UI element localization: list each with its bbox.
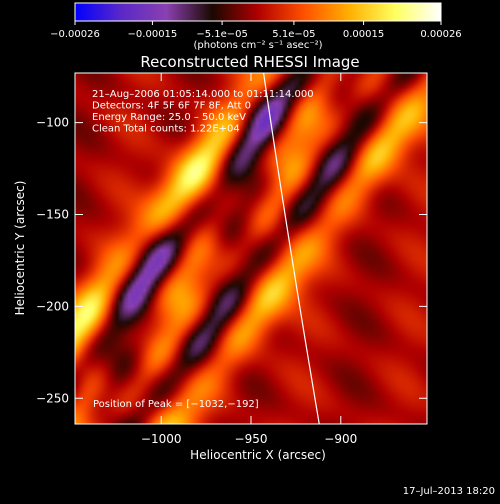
heatmap-image [75,73,427,424]
info-line: 21–Aug–2006 01:05:14.000 to 01:11:14.000 [92,89,314,100]
y-tick-label: −150 [36,208,69,222]
colorbar-tick-label: −0.00015 [128,29,178,40]
y-axis-label: Heliocentric Y (arcsec) [13,181,27,316]
peak-position-label: Position of Peak = [−1032,−192] [93,399,259,410]
colorbar [74,2,442,22]
colorbar-tick-label: −5.1e−05 [196,29,248,40]
x-axis-label: Heliocentric X (arcsec) [190,448,326,462]
solar-limb-curve [262,73,320,424]
axis-ticks: −1000 −950 −900 −100 −150 −200 −250 [36,73,427,446]
y-tick-label: −200 [36,299,69,313]
x-tick-label: −950 [235,432,268,446]
info-line: Detectors: 4F 5F 6F 7F 8F, Att 0 [92,101,251,112]
colorbar-tick-label: 0.00026 [420,29,461,40]
colorbar-ticks: −0.00026 −0.00015 −5.1e−05 5.1e−05 0.00015 0.… [50,21,462,40]
colorbar-unit: (photons cm⁻² s⁻¹ asec⁻²) [193,40,322,51]
colorbar-tick-label: −0.00026 [50,29,100,40]
colorbar-tick-label: 0.00015 [343,29,384,40]
info-lines: 21–Aug–2006 01:05:14.000 to 01:11:14.000… [92,89,314,135]
timestamp: 17–Jul–2013 18:20 [403,486,495,497]
info-line: Energy Range: 25.0 – 50.0 keV [92,112,246,123]
x-tick-label: −900 [324,432,357,446]
info-line: Clean Total counts: 1.22E+04 [92,124,240,135]
x-tick-label: −1000 [141,432,182,446]
y-tick-label: −250 [36,391,69,405]
colorbar-tick-label: 5.1e−05 [272,29,315,40]
y-tick-label: −100 [36,116,69,130]
chart-title: Reconstructed RHESSI Image [140,53,359,71]
